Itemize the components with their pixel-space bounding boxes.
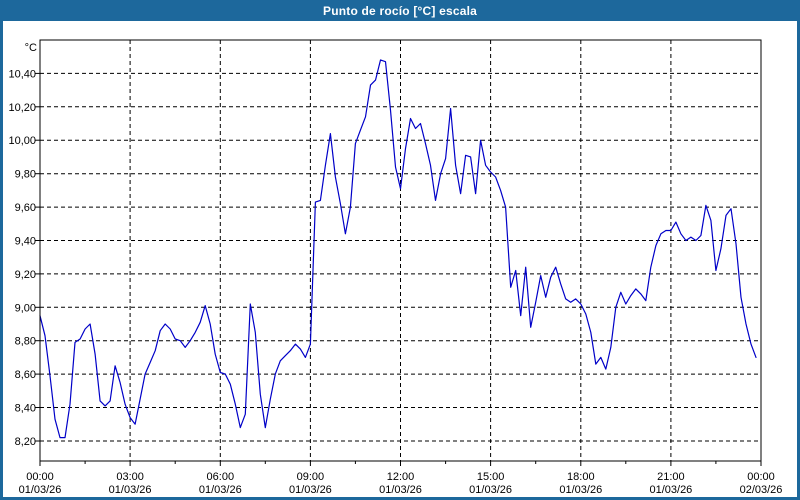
y-tick-label: 8,80 (15, 336, 36, 348)
y-tick-label: 9,40 (15, 236, 36, 248)
series-line-punto-de-roc-o-c- (39, 59, 757, 439)
x-tick-time-label: 09:00 (297, 471, 325, 483)
x-tick-time-label: 06:00 (207, 471, 235, 483)
y-tick-label: 9,20 (15, 269, 36, 281)
x-tick-time-label: 12:00 (387, 471, 415, 483)
x-tick-date-label: 01/03/26 (379, 484, 422, 496)
series (39, 59, 757, 439)
x-tick-date-label: 01/03/26 (199, 484, 242, 496)
x-tick-date-label: 01/03/26 (109, 484, 152, 496)
x-tick-date-label: 02/03/26 (740, 484, 783, 496)
x-tick-date-label: 01/03/26 (649, 484, 692, 496)
y-tick-label: 9,60 (15, 202, 36, 214)
x-tick-time-label: 00:00 (26, 471, 54, 483)
x-tick-date-label: 01/03/26 (469, 484, 512, 496)
y-tick-label: 8,60 (15, 369, 36, 381)
plot-border (39, 39, 762, 462)
chart-title: Punto de rocío [°C] escala (322, 3, 478, 18)
title-bar: Punto de rocío [°C] escala (0, 0, 800, 21)
x-tick-time-label: 15:00 (477, 471, 505, 483)
axis-labels: 8,20 8,40 8,60 8,80 9,00 9,20 9,40 9,60 9,80 10,0… (8, 42, 782, 496)
x-tick-time-label: 03:00 (116, 471, 144, 483)
gridlines (40, 40, 761, 461)
y-tick-label: 8,20 (15, 436, 36, 448)
x-tick-time-label: 18:00 (567, 471, 595, 483)
y-tick-label: 10,40 (8, 68, 36, 80)
y-tick-label: 8,40 (15, 403, 36, 415)
y-tick-label: 9,00 (15, 302, 36, 314)
y-tick-label: 9,80 (15, 169, 36, 181)
x-tick-date-label: 01/03/26 (289, 484, 332, 496)
y-tick-label: 10,20 (8, 102, 36, 114)
y-tick-label: 10,00 (8, 135, 36, 147)
x-tick-time-label: 21:00 (657, 471, 685, 483)
x-tick-date-label: 01/03/26 (559, 484, 602, 496)
x-tick-time-label: 00:00 (747, 471, 775, 483)
y-axis-unit-label: °C (25, 42, 37, 54)
x-tick-date-label: 01/03/26 (19, 484, 62, 496)
